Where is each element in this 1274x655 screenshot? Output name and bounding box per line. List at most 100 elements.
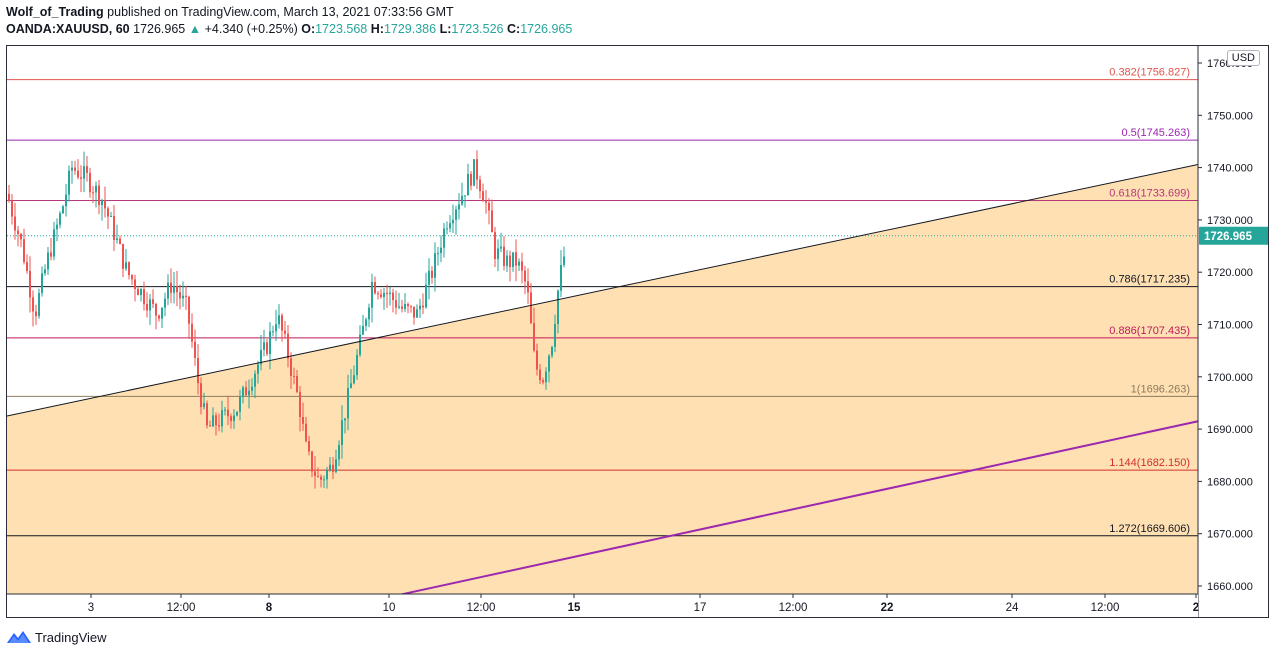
time-tick-label: 3 [88, 602, 94, 614]
candle-body [557, 290, 559, 325]
high-value: 1729.386 [383, 22, 437, 36]
candle-body [239, 396, 241, 412]
candle-body [17, 230, 19, 234]
candle-body [137, 288, 139, 296]
candle-body [191, 323, 193, 342]
candle-body [329, 464, 331, 471]
upper-trend-line[interactable] [7, 163, 1199, 417]
candle-body [344, 418, 346, 421]
price-tick-label: 1700.000 [1207, 372, 1253, 384]
candle-body [197, 357, 199, 384]
candle-body [389, 292, 391, 294]
candle-body [539, 369, 541, 381]
price-axis[interactable]: 1760.0001750.0001740.0001730.0001720.000… [1197, 46, 1269, 618]
candle-body [116, 238, 118, 241]
candlesticks [8, 150, 565, 489]
candle-body [560, 265, 562, 291]
candle-body [155, 303, 157, 316]
candle-body [365, 319, 367, 326]
candle-body [350, 383, 352, 389]
candle-body [428, 270, 430, 285]
candle-body [404, 303, 406, 309]
candle-body [14, 216, 16, 231]
author-name[interactable]: Wolf_of_Trading [6, 5, 104, 19]
candle-body [467, 173, 469, 196]
candle-body [383, 292, 385, 298]
candle-body [458, 204, 460, 210]
candle-body [527, 281, 529, 293]
candle-body [107, 208, 109, 217]
candle-body [518, 261, 520, 266]
candle-body [251, 386, 253, 391]
candle-body [488, 202, 490, 211]
candle-body [146, 304, 148, 311]
candle-body [77, 170, 79, 178]
candle-body [536, 350, 538, 370]
candle-body [491, 210, 493, 233]
open-value: 1723.568 [315, 22, 368, 36]
candle-body [341, 420, 343, 446]
candle-body [521, 261, 523, 271]
tradingview-logo-icon[interactable] [6, 629, 32, 645]
price-tick-label: 1720.000 [1207, 267, 1253, 279]
candle-body [500, 246, 502, 249]
time-tick-label: 12:00 [467, 602, 496, 614]
candle-body [125, 262, 127, 269]
time-axis[interactable]: 3 12:00 8 10 12:00 15 17 12:00 22 24 12:00 2 [7, 593, 1199, 618]
candle-body [296, 376, 298, 392]
candle-body [86, 166, 88, 173]
low-label: L: [439, 22, 452, 36]
candle-body [38, 293, 40, 317]
time-tick-label: 24 [1006, 602, 1019, 614]
candle-body [425, 284, 427, 308]
current-price-label: 1726.965 [1204, 231, 1253, 243]
trend-lines[interactable] [7, 163, 1199, 598]
candle-body [95, 185, 97, 193]
candle-body [512, 252, 514, 267]
candle-body [92, 192, 94, 194]
lower-trend-line[interactable] [391, 420, 1199, 598]
candle-body [74, 167, 76, 171]
candle-body [47, 252, 49, 270]
price-tick-label: 1690.000 [1207, 424, 1253, 436]
candle-body [110, 216, 112, 218]
publish-header: Wolf_of_Trading published on TradingView… [6, 4, 454, 21]
up-arrow-icon: ▲ [188, 22, 202, 36]
candle-body [179, 292, 181, 299]
candle-body [188, 296, 190, 324]
candle-body [464, 195, 466, 197]
candle-body [452, 219, 454, 224]
candle-body [140, 289, 142, 296]
candle-body [230, 416, 232, 422]
candle-body [62, 206, 64, 214]
candle-body [89, 172, 91, 193]
price-tick-label: 1680.000 [1207, 476, 1253, 488]
candle-body [509, 255, 511, 267]
candle-body [8, 193, 10, 201]
candle-body [335, 459, 337, 472]
time-tick-label: 15 [568, 602, 581, 614]
price-chart[interactable]: 0.382(1756.827) 0.5(1745.263) 0.618(1733.6… [7, 46, 1269, 618]
candle-body [446, 228, 448, 230]
candle-body [245, 387, 247, 396]
candle-body [308, 441, 310, 452]
footer-brand[interactable]: TradingView [35, 629, 107, 645]
candle-body [194, 341, 196, 358]
candle-body [374, 281, 376, 294]
candle-body [203, 403, 205, 408]
currency-badge[interactable]: USD [1226, 50, 1260, 66]
chart-frame[interactable]: 0.382(1756.827) 0.5(1745.263) 0.618(1733.6… [6, 45, 1269, 618]
candle-body [176, 286, 178, 293]
candle-body [122, 243, 124, 269]
candle-body [503, 246, 505, 266]
candle-body [41, 273, 43, 294]
symbol-name: OANDA:XAUUSD, 60 [6, 22, 130, 36]
candle-body [26, 262, 28, 271]
candle-body [377, 293, 379, 295]
price-tick-label: 1670.000 [1207, 529, 1253, 541]
close-value: 1726.965 [520, 22, 573, 36]
candle-body [326, 470, 328, 480]
candle-body [23, 239, 25, 263]
candle-body [407, 303, 409, 307]
candle-body [422, 305, 424, 308]
